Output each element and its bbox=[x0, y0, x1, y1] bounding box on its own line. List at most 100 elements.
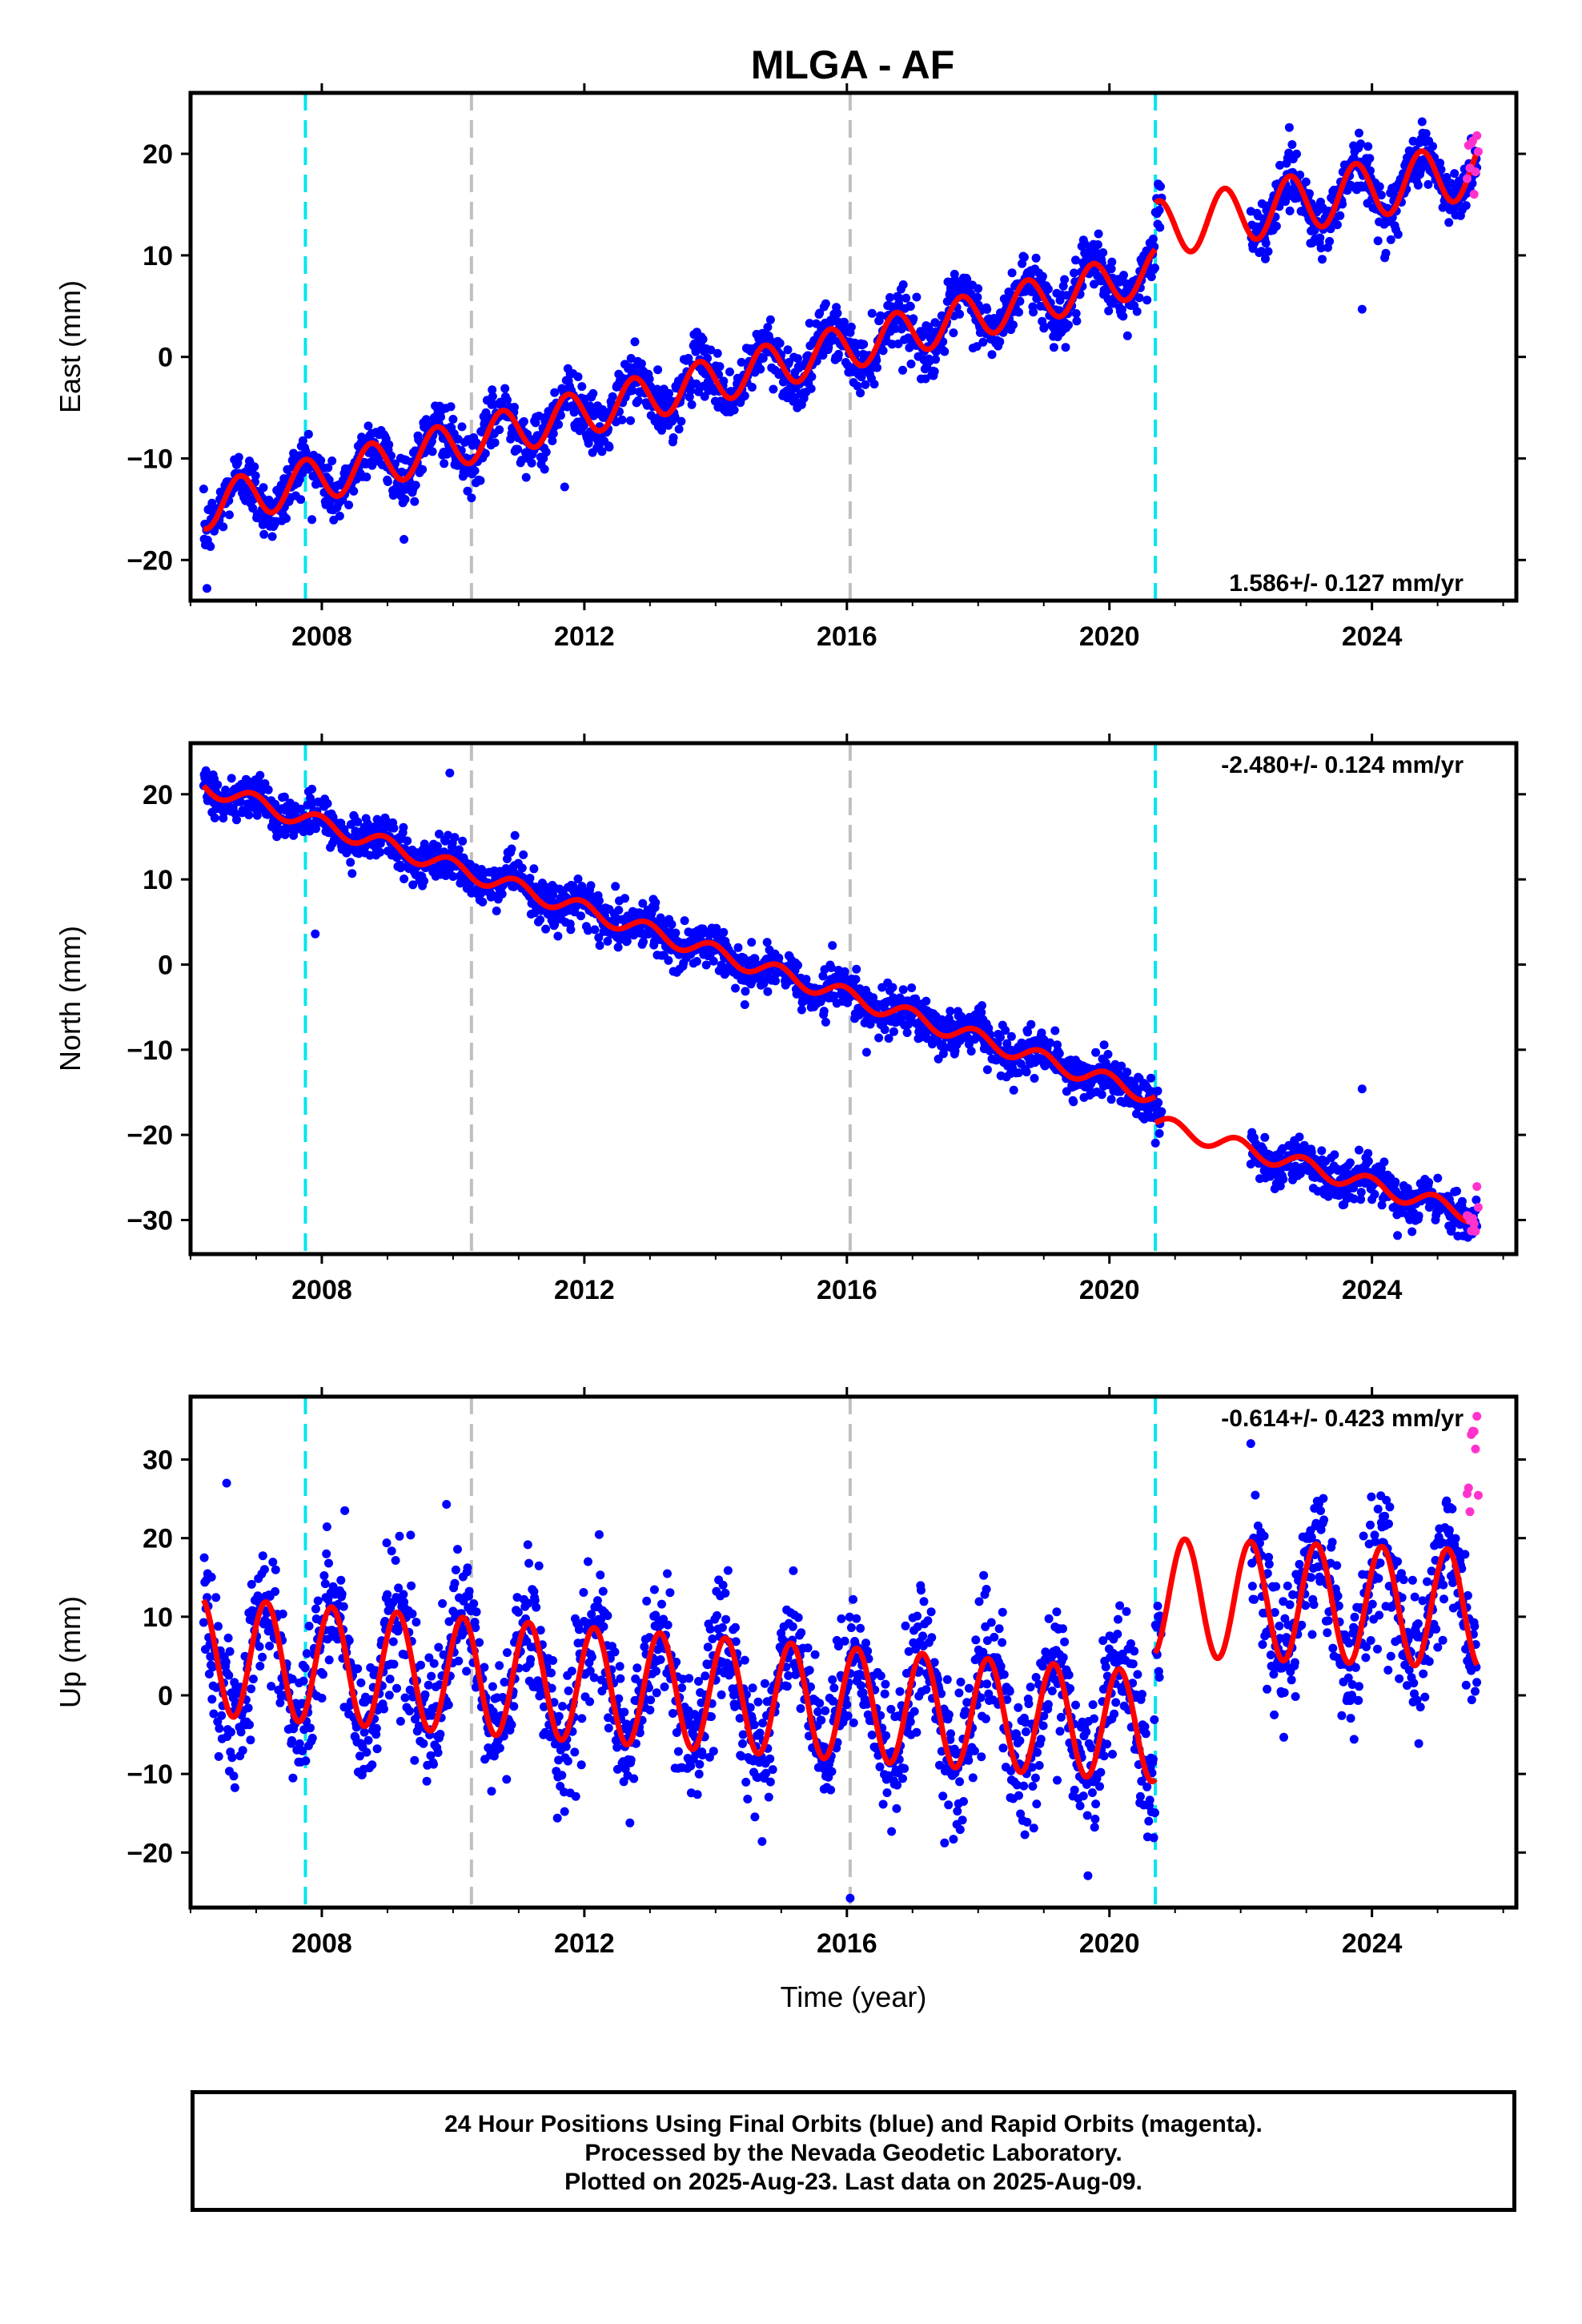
data-point bbox=[359, 1727, 369, 1737]
data-point bbox=[628, 386, 637, 396]
data-point bbox=[995, 337, 1005, 347]
data-point bbox=[550, 388, 560, 397]
data-point bbox=[1285, 206, 1295, 215]
data-point bbox=[1150, 1138, 1160, 1148]
data-point bbox=[1330, 1150, 1339, 1160]
data-point bbox=[1157, 1107, 1166, 1116]
data-point bbox=[199, 1553, 209, 1562]
rapid-point bbox=[1469, 190, 1479, 199]
data-point bbox=[271, 1565, 280, 1574]
data-point bbox=[930, 367, 939, 376]
data-point bbox=[1007, 268, 1017, 278]
data-point bbox=[282, 513, 291, 523]
data-point bbox=[446, 402, 456, 412]
data-point bbox=[978, 337, 988, 347]
data-point bbox=[876, 311, 885, 320]
data-point bbox=[680, 916, 689, 926]
outlier-point bbox=[311, 929, 320, 939]
data-point bbox=[1122, 1068, 1132, 1077]
data-point bbox=[1118, 312, 1128, 321]
data-point bbox=[1006, 1031, 1016, 1041]
y-tick-label: 10 bbox=[143, 241, 173, 271]
data-point bbox=[1060, 275, 1070, 284]
data-point bbox=[608, 392, 617, 401]
data-point bbox=[206, 542, 215, 551]
data-point bbox=[387, 451, 396, 460]
data-point bbox=[1146, 1073, 1156, 1083]
data-point bbox=[595, 941, 604, 951]
data-point bbox=[1284, 123, 1294, 132]
data-point bbox=[651, 898, 661, 907]
data-point bbox=[1064, 320, 1073, 330]
data-point bbox=[973, 292, 982, 302]
data-point bbox=[1117, 305, 1126, 315]
data-point bbox=[1356, 1188, 1366, 1197]
data-point bbox=[667, 919, 677, 929]
data-point bbox=[382, 1538, 391, 1548]
data-point bbox=[1279, 1175, 1288, 1184]
data-point bbox=[497, 889, 507, 899]
data-point bbox=[821, 299, 830, 308]
data-point bbox=[1038, 271, 1047, 281]
data-point bbox=[1058, 281, 1068, 291]
data-point bbox=[1332, 220, 1342, 230]
data-point bbox=[584, 439, 593, 448]
data-point bbox=[255, 770, 265, 780]
data-point bbox=[553, 931, 563, 941]
data-point bbox=[677, 416, 686, 426]
data-point bbox=[1098, 248, 1108, 257]
data-point bbox=[698, 335, 708, 344]
y-tick-label: 10 bbox=[143, 865, 173, 895]
points-east bbox=[199, 117, 1482, 593]
data-point bbox=[327, 456, 337, 465]
data-point bbox=[733, 943, 743, 952]
outlier-point bbox=[445, 768, 455, 778]
data-point bbox=[434, 1642, 444, 1652]
data-point bbox=[429, 1759, 438, 1769]
data-point bbox=[1436, 165, 1446, 175]
rapid-point bbox=[1463, 174, 1472, 183]
data-point bbox=[1071, 255, 1080, 265]
data-point bbox=[250, 462, 259, 472]
data-point bbox=[495, 425, 504, 435]
data-point bbox=[1363, 1156, 1373, 1166]
rapid-point bbox=[1473, 1203, 1483, 1212]
data-point bbox=[1155, 223, 1165, 232]
data-point bbox=[1091, 1047, 1101, 1057]
data-point bbox=[812, 319, 821, 328]
data-point bbox=[833, 349, 843, 359]
data-point bbox=[225, 510, 234, 520]
data-point bbox=[633, 396, 643, 405]
data-point bbox=[1370, 1189, 1379, 1199]
ylabel-north: North (mm) bbox=[54, 926, 86, 1072]
data-point bbox=[901, 293, 911, 303]
data-point bbox=[1452, 1186, 1461, 1196]
data-point bbox=[1150, 263, 1159, 273]
data-point bbox=[1049, 343, 1058, 352]
data-point bbox=[302, 1649, 311, 1659]
data-point bbox=[889, 1027, 898, 1036]
data-point bbox=[604, 442, 614, 452]
data-point bbox=[227, 774, 236, 783]
data-point bbox=[819, 1007, 829, 1016]
y-tick-label: 0 bbox=[158, 343, 173, 373]
data-point bbox=[223, 1633, 233, 1642]
data-point bbox=[1022, 1068, 1031, 1077]
data-point bbox=[224, 1671, 234, 1680]
data-point bbox=[597, 447, 607, 456]
data-point bbox=[353, 817, 363, 826]
data-point bbox=[420, 1690, 430, 1699]
data-point bbox=[317, 1694, 327, 1703]
data-point bbox=[507, 1720, 516, 1730]
data-point bbox=[1054, 1049, 1064, 1058]
data-point bbox=[898, 985, 908, 995]
data-point bbox=[905, 302, 915, 312]
data-point bbox=[536, 915, 545, 924]
data-point bbox=[1031, 253, 1041, 263]
data-point bbox=[1093, 240, 1102, 249]
data-point bbox=[488, 385, 497, 395]
data-point bbox=[252, 810, 262, 820]
data-point bbox=[1363, 142, 1373, 151]
data-point bbox=[1154, 1128, 1164, 1138]
